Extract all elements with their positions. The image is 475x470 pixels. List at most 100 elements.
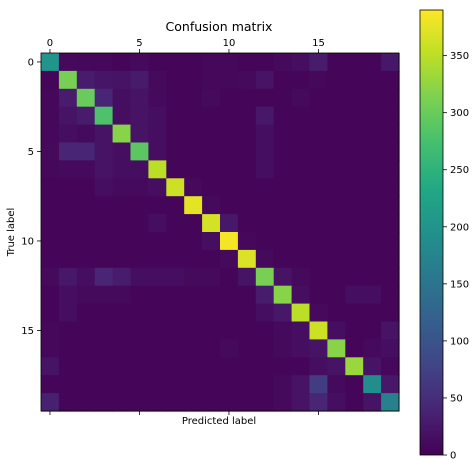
heatmap-cell bbox=[381, 232, 400, 251]
heatmap-cell bbox=[184, 267, 203, 287]
heatmap-cell bbox=[255, 214, 275, 233]
heatmap-cell bbox=[273, 232, 293, 251]
heatmap-cell bbox=[255, 196, 275, 215]
heatmap-cell bbox=[363, 88, 382, 108]
heatmap-cell bbox=[202, 375, 221, 394]
heatmap-cell bbox=[363, 214, 382, 233]
heatmap-cell bbox=[94, 249, 114, 269]
heatmap-cell bbox=[184, 303, 203, 323]
heatmap-cell bbox=[148, 375, 167, 394]
heatmap-cell bbox=[255, 357, 275, 376]
colorbar-tick-label: 50 bbox=[450, 393, 463, 404]
heatmap-cell bbox=[273, 285, 293, 305]
heatmap-cell bbox=[327, 142, 346, 161]
heatmap-cell bbox=[41, 106, 60, 126]
heatmap-cell bbox=[273, 106, 293, 126]
heatmap-cell bbox=[94, 375, 114, 394]
heatmap-cell bbox=[363, 106, 382, 126]
y-axis-label: True label bbox=[6, 208, 17, 258]
heatmap-cell bbox=[255, 70, 275, 90]
heatmap-cell bbox=[58, 339, 78, 358]
heatmap-cell bbox=[309, 393, 328, 412]
heatmap-cell bbox=[112, 178, 132, 197]
heatmap-cell bbox=[273, 196, 293, 215]
heatmap-cell bbox=[220, 339, 239, 358]
heatmap-cell bbox=[58, 267, 78, 287]
heatmap-cell bbox=[363, 267, 382, 287]
heatmap-cell bbox=[273, 160, 293, 179]
heatmap-cell bbox=[309, 124, 328, 144]
heatmap-cell bbox=[184, 53, 203, 72]
heatmap-cell bbox=[327, 393, 346, 412]
heatmap-cell bbox=[220, 232, 239, 251]
heatmap-cell bbox=[112, 285, 132, 305]
heatmap-cell bbox=[76, 285, 96, 305]
heatmap-cell bbox=[291, 285, 311, 305]
heatmap-cell bbox=[237, 285, 257, 305]
heatmap-cell bbox=[112, 124, 132, 144]
heatmap-cell bbox=[76, 88, 96, 108]
heatmap-cell bbox=[345, 53, 364, 72]
colorbar-tick-label: 300 bbox=[450, 108, 469, 119]
heatmap-cell bbox=[112, 375, 132, 394]
heatmap-cell bbox=[309, 285, 328, 305]
heatmap-cell bbox=[112, 70, 132, 90]
heatmap-cell bbox=[148, 53, 167, 72]
heatmap-cell bbox=[76, 321, 96, 340]
heatmap-cell bbox=[76, 106, 96, 126]
colorbar-tick-label: 0 bbox=[450, 451, 456, 462]
heatmap-cell bbox=[345, 70, 364, 90]
heatmap-cell bbox=[381, 357, 400, 376]
heatmap-cell bbox=[112, 196, 132, 215]
heatmap-cell bbox=[345, 321, 364, 340]
heatmap-cell bbox=[184, 178, 203, 197]
heatmap-cell bbox=[94, 267, 114, 287]
heatmap-cell bbox=[148, 160, 167, 179]
heatmap-cell bbox=[202, 160, 221, 179]
heatmap-cell bbox=[381, 321, 400, 340]
colorbar-tick-label: 150 bbox=[450, 279, 469, 290]
heatmap-cell bbox=[58, 321, 78, 340]
colorbar-tick-label: 250 bbox=[450, 165, 469, 176]
heatmap-cell bbox=[327, 88, 346, 108]
heatmap-cell bbox=[363, 124, 382, 144]
heatmap-cell bbox=[184, 232, 203, 251]
heatmap-cell bbox=[220, 196, 239, 215]
heatmap-cell bbox=[291, 249, 311, 269]
heatmap-cell bbox=[237, 232, 257, 251]
heatmap-cell bbox=[309, 232, 328, 251]
heatmap-cell bbox=[363, 178, 382, 197]
heatmap-cell bbox=[41, 267, 60, 287]
heatmap-cell bbox=[148, 321, 167, 340]
heatmap-cell bbox=[255, 53, 275, 72]
heatmap-cell bbox=[94, 106, 114, 126]
heatmap-cell bbox=[130, 124, 149, 144]
heatmap-cell bbox=[381, 375, 400, 394]
heatmap-cell bbox=[166, 178, 185, 197]
heatmap-cell bbox=[58, 196, 78, 215]
heatmap-cell bbox=[237, 106, 257, 126]
heatmap-cell bbox=[309, 249, 328, 269]
heatmap-cell bbox=[130, 267, 149, 287]
heatmap-cell bbox=[58, 160, 78, 179]
heatmap-cell bbox=[41, 214, 60, 233]
colorbar-tick-label: 350 bbox=[450, 51, 469, 62]
heatmap-cell bbox=[166, 214, 185, 233]
heatmap-cell bbox=[41, 160, 60, 179]
colorbar-tick-label: 100 bbox=[450, 336, 469, 347]
heatmap-cell bbox=[309, 53, 328, 72]
heatmap-cell bbox=[309, 160, 328, 179]
heatmap-cell bbox=[58, 375, 78, 394]
heatmap-cell bbox=[273, 88, 293, 108]
heatmap-cell bbox=[94, 285, 114, 305]
heatmap-cell bbox=[202, 303, 221, 323]
heatmap-cell bbox=[166, 70, 185, 90]
heatmap-cell bbox=[309, 196, 328, 215]
heatmap-cell bbox=[166, 142, 185, 161]
heatmap-cell bbox=[76, 232, 96, 251]
heatmap-cell bbox=[220, 375, 239, 394]
heatmap-cell bbox=[184, 375, 203, 394]
heatmap-cell bbox=[220, 88, 239, 108]
heatmap-cell bbox=[130, 142, 149, 161]
heatmap-cell bbox=[220, 303, 239, 323]
